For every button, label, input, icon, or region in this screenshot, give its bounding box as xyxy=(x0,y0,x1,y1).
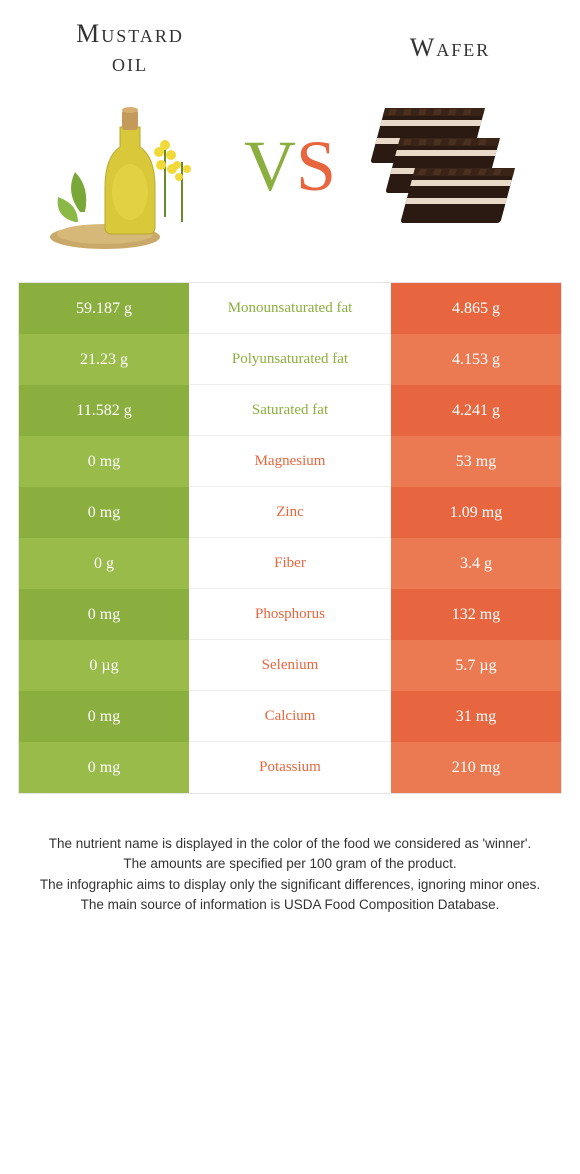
right-value-cell: 4.865 g xyxy=(391,283,561,334)
right-value-cell: 4.153 g xyxy=(391,334,561,385)
nutrient-label-cell: Potassium xyxy=(189,742,391,793)
nutrient-label-cell: Magnesium xyxy=(189,436,391,487)
left-title-line2: oil xyxy=(112,48,148,77)
left-value-cell: 21.23 g xyxy=(19,334,189,385)
left-food-block: Mustard oil xyxy=(40,20,220,252)
footer-line-1: The nutrient name is displayed in the co… xyxy=(30,834,550,854)
comparison-table: 59.187 gMonounsaturated fat4.865 g21.23 … xyxy=(18,282,562,794)
vs-label: VS xyxy=(244,125,336,208)
wafer-icon xyxy=(370,78,530,238)
left-value-cell: 0 mg xyxy=(19,691,189,742)
left-value-cell: 11.582 g xyxy=(19,385,189,436)
footer-line-4: The main source of information is USDA F… xyxy=(30,895,550,915)
left-value-cell: 0 mg xyxy=(19,487,189,538)
right-value-cell: 3.4 g xyxy=(391,538,561,589)
left-food-title: Mustard oil xyxy=(76,20,184,77)
left-value-cell: 0 mg xyxy=(19,742,189,793)
right-food-title: Wafer xyxy=(410,34,491,63)
left-title-line1: Mustard xyxy=(76,19,184,48)
vs-s: S xyxy=(296,126,336,206)
footer-line-2: The amounts are specified per 100 gram o… xyxy=(30,854,550,874)
left-value-cell: 0 µg xyxy=(19,640,189,691)
nutrient-label-cell: Phosphorus xyxy=(189,589,391,640)
left-value-cell: 0 mg xyxy=(19,589,189,640)
footer-notes: The nutrient name is displayed in the co… xyxy=(30,834,550,915)
table-row: 21.23 gPolyunsaturated fat4.153 g xyxy=(19,334,561,385)
table-row: 0 gFiber3.4 g xyxy=(19,538,561,589)
table-row: 0 mgPotassium210 mg xyxy=(19,742,561,793)
right-value-cell: 4.241 g xyxy=(391,385,561,436)
table-row: 0 mgMagnesium53 mg xyxy=(19,436,561,487)
nutrient-label-cell: Monounsaturated fat xyxy=(189,283,391,334)
comparison-header: Mustard oil xyxy=(0,0,580,262)
nutrient-label-cell: Calcium xyxy=(189,691,391,742)
vs-v: V xyxy=(244,126,296,206)
right-value-cell: 31 mg xyxy=(391,691,561,742)
table-row: 0 mgZinc1.09 mg xyxy=(19,487,561,538)
table-row: 0 mgCalcium31 mg xyxy=(19,691,561,742)
mustard-oil-icon xyxy=(50,92,210,252)
nutrient-label-cell: Polyunsaturated fat xyxy=(189,334,391,385)
table-row: 11.582 gSaturated fat4.241 g xyxy=(19,385,561,436)
footer-line-3: The infographic aims to display only the… xyxy=(30,875,550,895)
right-value-cell: 1.09 mg xyxy=(391,487,561,538)
right-value-cell: 132 mg xyxy=(391,589,561,640)
right-value-cell: 53 mg xyxy=(391,436,561,487)
left-value-cell: 59.187 g xyxy=(19,283,189,334)
left-value-cell: 0 g xyxy=(19,538,189,589)
table-row: 0 mgPhosphorus132 mg xyxy=(19,589,561,640)
nutrient-label-cell: Selenium xyxy=(189,640,391,691)
left-value-cell: 0 mg xyxy=(19,436,189,487)
nutrient-label-cell: Zinc xyxy=(189,487,391,538)
right-value-cell: 5.7 µg xyxy=(391,640,561,691)
nutrient-label-cell: Fiber xyxy=(189,538,391,589)
right-value-cell: 210 mg xyxy=(391,742,561,793)
table-row: 0 µgSelenium5.7 µg xyxy=(19,640,561,691)
table-row: 59.187 gMonounsaturated fat4.865 g xyxy=(19,283,561,334)
nutrient-label-cell: Saturated fat xyxy=(189,385,391,436)
right-food-block: Wafer xyxy=(360,34,540,238)
